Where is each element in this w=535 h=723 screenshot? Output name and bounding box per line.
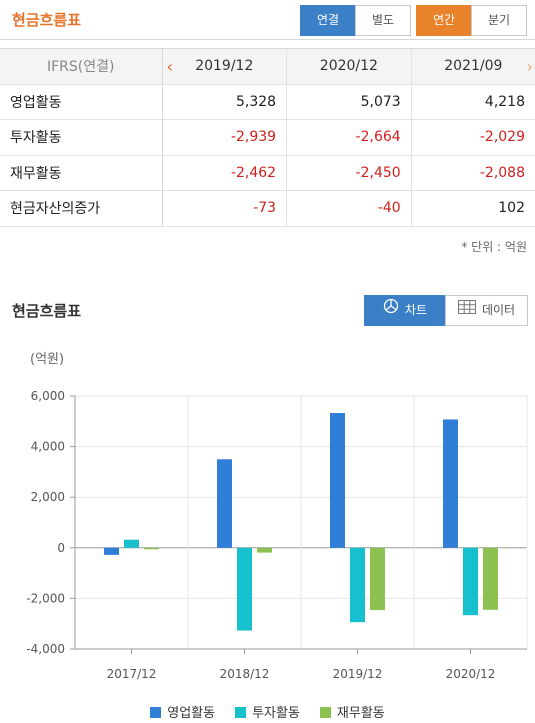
page-title: 현금흐름표 <box>12 11 82 29</box>
row-label: 투자활동 <box>0 119 163 156</box>
bar-0 <box>330 413 345 548</box>
legend-swatch <box>150 707 162 718</box>
data-view-button[interactable]: 데이터 <box>445 295 528 326</box>
cell-value: 5,328 <box>162 84 288 120</box>
row-label: 영업활동 <box>0 84 163 120</box>
bar-1 <box>124 539 139 548</box>
table-row: 투자활동 -2,939 -2,664 -2,029 <box>0 119 535 156</box>
cell-value: 4,218 <box>411 84 535 120</box>
bar-1 <box>350 547 365 623</box>
tab-separate[interactable]: 별도 <box>355 5 411 36</box>
y-tick-label: -4,000 <box>26 642 65 656</box>
legend-swatch <box>235 707 247 718</box>
cashflow-table: IFRS(연결) ‹ 2019/12 2020/12 2021/09 › 영업활… <box>0 48 535 227</box>
y-tick-label: -2,000 <box>26 591 65 605</box>
table-grid-icon <box>457 296 476 325</box>
bar-2 <box>370 547 385 611</box>
y-tick-label: 4,000 <box>31 440 65 454</box>
column-header: ‹ 2019/12 <box>162 48 288 85</box>
bar-0 <box>443 419 458 548</box>
chevron-right-icon[interactable]: › <box>526 57 533 76</box>
legend-label: 재무활동 <box>336 706 385 721</box>
cashflow-bar-chart: 6,000 4,000 2,000 0 -2,000 -4,000 2017/12 2018/… <box>26 389 528 681</box>
cell-value: 5,073 <box>286 84 412 120</box>
column-header: 2020/12 <box>286 48 412 85</box>
pie-chart-icon <box>383 296 399 325</box>
cell-value: 102 <box>411 190 535 227</box>
x-tick-label: 2019/12 <box>333 667 383 681</box>
legend-item[interactable]: 재무활동 <box>319 702 385 721</box>
chart-legend: 영업활동 투자활동 재무활동 <box>0 702 535 721</box>
header-bar: 현금흐름표 연결 별도 연간 분기 <box>0 0 535 40</box>
cell-value: -2,029 <box>411 119 535 156</box>
bar-2 <box>483 547 498 610</box>
tab-consolidated[interactable]: 연결 <box>300 5 356 36</box>
row-label: 현금자산의증가 <box>0 190 163 227</box>
legend-label: 영업활동 <box>167 706 216 721</box>
bar-0 <box>104 547 119 555</box>
cell-value: -2,939 <box>162 119 288 156</box>
row-header-label: IFRS(연결) <box>0 48 163 85</box>
y-axis-unit-label: (억원) <box>30 352 65 367</box>
cell-value: -40 <box>286 190 412 227</box>
cell-value: -2,664 <box>286 119 412 156</box>
column-header-label: 2021/09 <box>444 58 503 75</box>
bar-1 <box>237 547 252 631</box>
tab-annual[interactable]: 연간 <box>416 5 472 36</box>
tab-quarterly[interactable]: 분기 <box>471 5 527 36</box>
legend-label: 투자활동 <box>252 706 300 721</box>
chart-view-button[interactable]: 차트 <box>364 295 446 326</box>
bar-1 <box>463 547 478 616</box>
column-header: 2021/09 › <box>411 48 535 85</box>
table-row: 재무활동 -2,462 -2,450 -2,088 <box>0 155 535 191</box>
cell-value: -2,462 <box>162 155 288 191</box>
y-tick-label: 6,000 <box>31 389 65 403</box>
x-tick-label: 2018/12 <box>220 667 270 681</box>
table-row: 현금자산의증가 -73 -40 102 <box>0 190 535 227</box>
bar-0 <box>217 459 232 548</box>
unit-note: * 단위 : 억원 <box>461 240 527 254</box>
table-header-row: IFRS(연결) ‹ 2019/12 2020/12 2021/09 › <box>0 48 535 85</box>
bar-2 <box>257 547 272 553</box>
legend-item[interactable]: 투자활동 <box>235 702 300 721</box>
bar-2 <box>144 547 159 550</box>
cell-value: -73 <box>162 190 288 227</box>
column-header-label: 2019/12 <box>195 58 254 75</box>
table-row: 영업활동 5,328 5,073 4,218 <box>0 84 535 120</box>
data-view-label: 데이터 <box>481 303 516 317</box>
cell-value: -2,450 <box>286 155 412 191</box>
chevron-left-icon[interactable]: ‹ <box>166 57 173 76</box>
chart-section-title: 현금흐름표 <box>12 302 82 320</box>
x-tick-label: 2020/12 <box>446 667 496 681</box>
legend-swatch <box>319 707 331 718</box>
y-tick-label: 2,000 <box>31 490 65 504</box>
cell-value: -2,088 <box>411 155 535 191</box>
chart-view-label: 차트 <box>404 303 428 317</box>
legend-item[interactable]: 영업활동 <box>150 702 215 721</box>
x-tick-label: 2017/12 <box>107 667 157 681</box>
y-tick-label: 0 <box>57 541 65 555</box>
column-header-label: 2020/12 <box>319 58 378 75</box>
row-label: 재무활동 <box>0 155 163 191</box>
